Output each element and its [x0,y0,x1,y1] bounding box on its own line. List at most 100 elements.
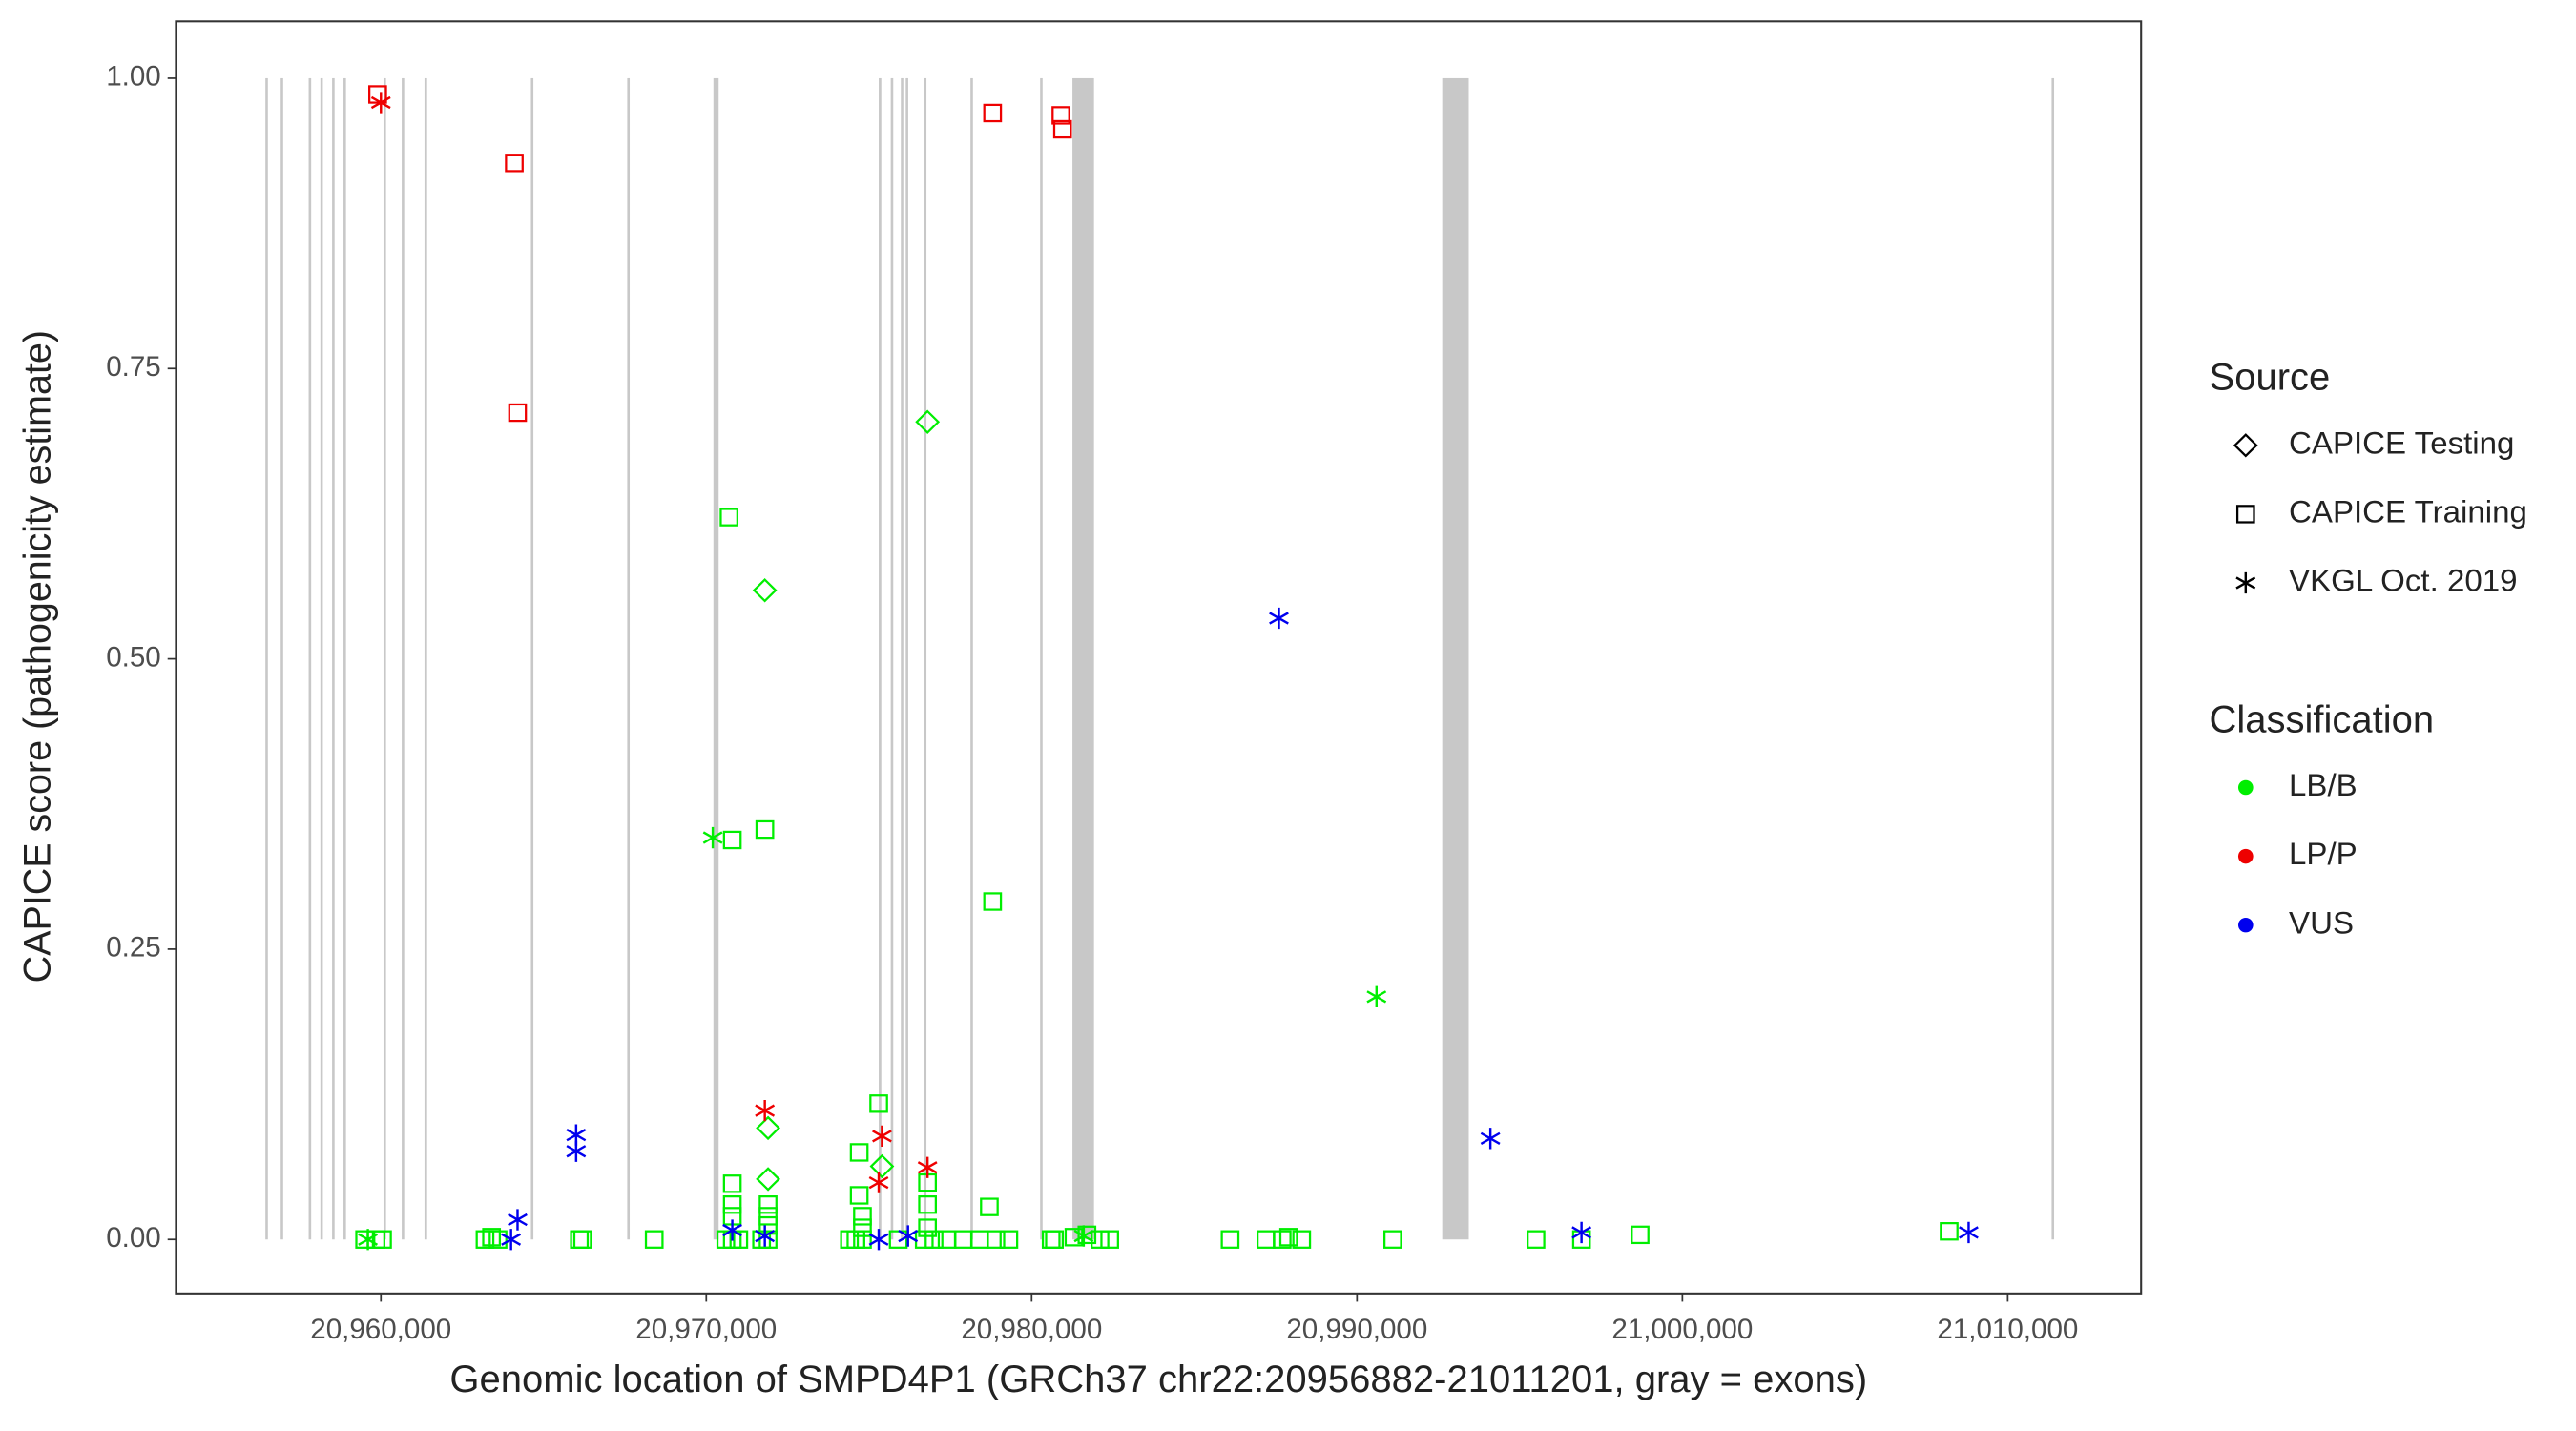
x-tick-label: 20,970,000 [635,1314,777,1345]
point [1383,1230,1402,1249]
point [475,1230,495,1249]
point [719,508,738,527]
exon [1442,77,1469,1240]
point [702,826,723,849]
point [1571,1221,1592,1244]
y-tick-label: 0.25 [106,932,161,964]
legend-symbol [2237,848,2254,864]
exon [879,77,882,1240]
point [482,1228,502,1247]
point [869,1153,895,1179]
point [868,1172,889,1193]
exon [383,77,386,1240]
point [980,1197,999,1216]
legend-symbol [2235,571,2256,594]
exon [402,77,405,1240]
point [755,1225,776,1247]
point [853,1207,872,1226]
exon [343,77,346,1240]
point [849,1186,869,1205]
point [501,1229,522,1251]
point [1366,985,1387,1007]
point [872,1125,892,1148]
y-tick-label: 1.00 [106,61,161,93]
plot-border [175,20,2143,1295]
exon [2051,77,2055,1240]
exon [970,77,973,1240]
exon [627,77,631,1240]
point [888,1230,908,1249]
point [1940,1222,1959,1241]
point [644,1230,664,1249]
point [756,1115,780,1141]
point [508,403,528,423]
exon [924,77,927,1240]
point [1052,119,1072,139]
point [898,1225,919,1247]
point [849,1143,869,1162]
point [999,1230,1019,1249]
x-tick-label: 21,000,000 [1611,1314,1753,1345]
point [572,1230,592,1249]
point [722,1195,742,1214]
point [1269,607,1289,630]
point [1273,1230,1292,1249]
point [983,892,1003,911]
legend-label: VUS [2289,904,2354,940]
exon [713,77,719,1240]
exon [901,77,904,1240]
point [358,1229,379,1251]
exon [530,77,534,1240]
point [752,578,778,603]
point [1480,1128,1501,1150]
exon [424,77,427,1240]
point [986,1230,1006,1249]
exon [905,77,908,1240]
point [924,1230,944,1249]
point [853,1218,872,1237]
x-tick-label: 20,980,000 [961,1314,1102,1345]
exon [332,77,335,1240]
point [722,830,742,850]
x-tick-label: 21,010,000 [1937,1314,2078,1345]
legend-label: LB/B [2289,767,2358,802]
y-tick-label: 0.75 [106,351,161,383]
point [918,1218,938,1237]
point [758,1195,778,1214]
legend-title: Classification [2210,699,2435,741]
point [373,1230,392,1249]
point [1631,1225,1650,1245]
point [983,103,1003,123]
point [505,154,524,173]
x-tick-label: 20,960,000 [310,1314,451,1345]
legend-title: Source [2210,357,2331,399]
point [756,1167,780,1192]
exon [280,77,283,1240]
point [1959,1221,1979,1244]
exon [265,77,268,1240]
legend-label: VKGL Oct. 2019 [2289,563,2517,598]
point [722,1219,742,1241]
point [355,1230,375,1249]
exon [1072,77,1094,1240]
point [755,1099,776,1122]
point [722,1174,742,1193]
y-tick-label: 0.00 [106,1222,161,1254]
legend-symbol [2233,433,2258,458]
legend-label: LP/P [2289,836,2358,871]
point [758,1207,778,1226]
legend-symbol [2237,917,2254,933]
point [869,1094,888,1113]
x-axis-title: Genomic location of SMPD4P1 (GRCh37 chr2… [449,1358,1867,1400]
point [566,1140,587,1162]
point [868,1229,889,1251]
exon [890,77,894,1240]
point [917,1156,938,1178]
exon [1040,77,1043,1240]
legend-symbol [2235,505,2255,524]
exon [308,77,312,1240]
point [368,85,387,104]
point [1077,1225,1097,1245]
point [1220,1230,1240,1249]
